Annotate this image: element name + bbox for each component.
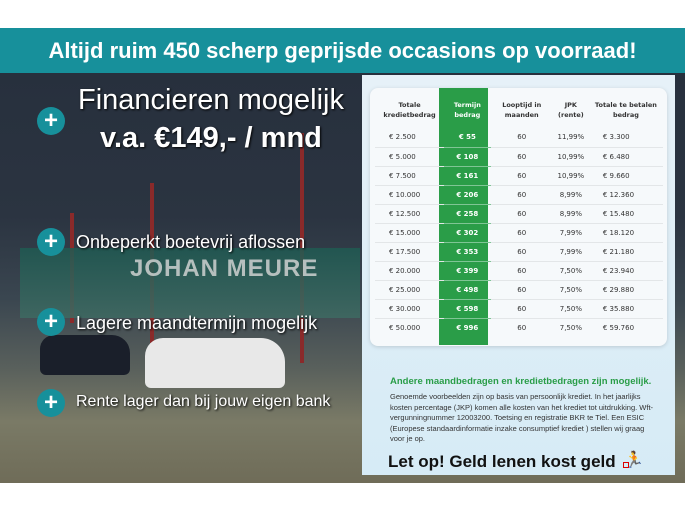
header-jpk: JPK (rente) (558, 101, 584, 119)
table-cell: 60 (490, 165, 553, 185)
hero-line1: Financieren mogelijk (78, 84, 344, 116)
table-cell: € 25.000 (375, 279, 445, 299)
table-cell: € 35.880 (588, 298, 663, 318)
table-cell: 7,99% (552, 222, 589, 242)
table-cell: € 9.660 (588, 165, 663, 185)
table-cell: € 161 (444, 165, 491, 185)
header-total: Totale te betalen bedrag (594, 101, 657, 119)
table-cell: € 30.000 (375, 298, 445, 318)
table-cell: 7,50% (552, 260, 589, 280)
dealer-sign (20, 248, 360, 318)
car-white (145, 338, 285, 388)
table-cell: € 17.500 (375, 241, 445, 261)
table-cell: 60 (490, 317, 553, 337)
plus-icon: + (37, 228, 65, 256)
header-term: Termijn bedrag (453, 101, 481, 119)
table-cell: € 10.000 (375, 184, 445, 204)
warning-box-icon (623, 462, 629, 468)
table-cell: € 3.300 (602, 133, 630, 142)
table-cell: 8,99% (552, 184, 589, 204)
table-cell: € 206 (444, 184, 491, 204)
table-cell: € 498 (444, 279, 491, 299)
dealer-sign-text: JOHAN MEURE (130, 255, 319, 282)
table-cell: € 258 (444, 203, 491, 223)
table-cell: 60 (490, 146, 553, 166)
table-cell: € 21.180 (588, 241, 663, 261)
table-cell: 60 (490, 184, 553, 204)
header-duration: Looptijd in maanden (502, 101, 542, 119)
table-cell: € 2.500 (389, 133, 416, 142)
table-cell: 60 (517, 133, 527, 142)
table-cell: 60 (490, 241, 553, 261)
table-row: € 15.000 € 302 60 7,99% € 18.120 (375, 222, 663, 242)
table-row: € 5.000 € 108 60 10,99% € 6.480 (375, 146, 663, 166)
table-cell: 8,99% (552, 203, 589, 223)
table-cell: 60 (490, 222, 553, 242)
plus-icon: + (37, 389, 65, 417)
table-cell: 7,50% (552, 298, 589, 318)
header-credit: Totale kredietbedrag (383, 101, 436, 119)
table-cell: 7,50% (552, 317, 589, 337)
table-row: € 2.500 € 55 60 11,99% € 3.300 (375, 128, 663, 147)
plus-icon: + (37, 107, 65, 135)
table-cell: 60 (490, 260, 553, 280)
table-cell: € 598 (444, 298, 491, 318)
table-cell: € 302 (444, 222, 491, 242)
table-cell: € 50.000 (375, 317, 445, 337)
hero-price: v.a. €149,- / mnd (100, 122, 322, 154)
table-cell: € 29.880 (588, 279, 663, 299)
finance-table: Totale kredietbedrag Termijn bedrag Loop… (375, 92, 663, 337)
table-cell: 10,99% (552, 165, 589, 185)
promo-banner: Altijd ruim 450 scherp geprijsde occasio… (0, 28, 685, 73)
table-cell: 10,99% (552, 146, 589, 166)
table-cell: € 15.480 (588, 203, 663, 223)
note-heading: Andere maandbedragen en kredietbedragen … (390, 376, 652, 387)
table-cell: € 23.940 (588, 260, 663, 280)
warning-text: Let op! Geld lenen kost geld (388, 452, 616, 471)
table-cell: € 399 (444, 260, 491, 280)
car-dark (40, 335, 130, 375)
feature-3: Rente lager dan bij jouw eigen bank (76, 393, 331, 410)
table-row: € 17.500 € 353 60 7,99% € 21.180 (375, 241, 663, 261)
table-cell: 60 (490, 203, 553, 223)
table-cell: 7,50% (552, 279, 589, 299)
table-row: € 25.000 € 498 60 7,50% € 29.880 (375, 279, 663, 299)
table-cell: € 59.760 (588, 317, 663, 337)
table-cell: 7,99% (552, 241, 589, 261)
table-cell: € 15.000 (375, 222, 445, 242)
table-cell: € 5.000 (375, 146, 445, 166)
note-body: Genoemde voorbeelden zijn op basis van p… (390, 392, 654, 443)
table-cell: € 12.500 (375, 203, 445, 223)
table-cell: € 7.500 (375, 165, 445, 185)
table-cell: € 353 (444, 241, 491, 261)
table-cell: 60 (490, 279, 553, 299)
table-cell: € 6.480 (588, 146, 663, 166)
running-man-icon: 🏃 (624, 452, 644, 469)
table-row: € 30.000 € 598 60 7,50% € 35.880 (375, 298, 663, 318)
table-row: € 20.000 € 399 60 7,50% € 23.940 (375, 260, 663, 280)
table-cell: € 996 (444, 317, 491, 337)
feature-2: Lagere maandtermijn mogelijk (76, 313, 318, 333)
table-row: € 50.000 € 996 60 7,50% € 59.760 (375, 317, 663, 337)
table-cell: € 12.360 (588, 184, 663, 204)
plus-icon: + (37, 308, 65, 336)
table-cell: € 55 (458, 133, 476, 142)
table-row: € 7.500 € 161 60 10,99% € 9.660 (375, 165, 663, 185)
table-row: € 12.500 € 258 60 8,99% € 15.480 (375, 203, 663, 223)
table-cell: € 108 (444, 146, 491, 166)
table-cell: € 20.000 (375, 260, 445, 280)
table-row: € 10.000 € 206 60 8,99% € 12.360 (375, 184, 663, 204)
table-cell: € 18.120 (588, 222, 663, 242)
table-cell: 60 (490, 298, 553, 318)
feature-1: Onbeperkt boetevrij aflossen (76, 232, 306, 252)
table-cell: 11,99% (557, 133, 585, 142)
